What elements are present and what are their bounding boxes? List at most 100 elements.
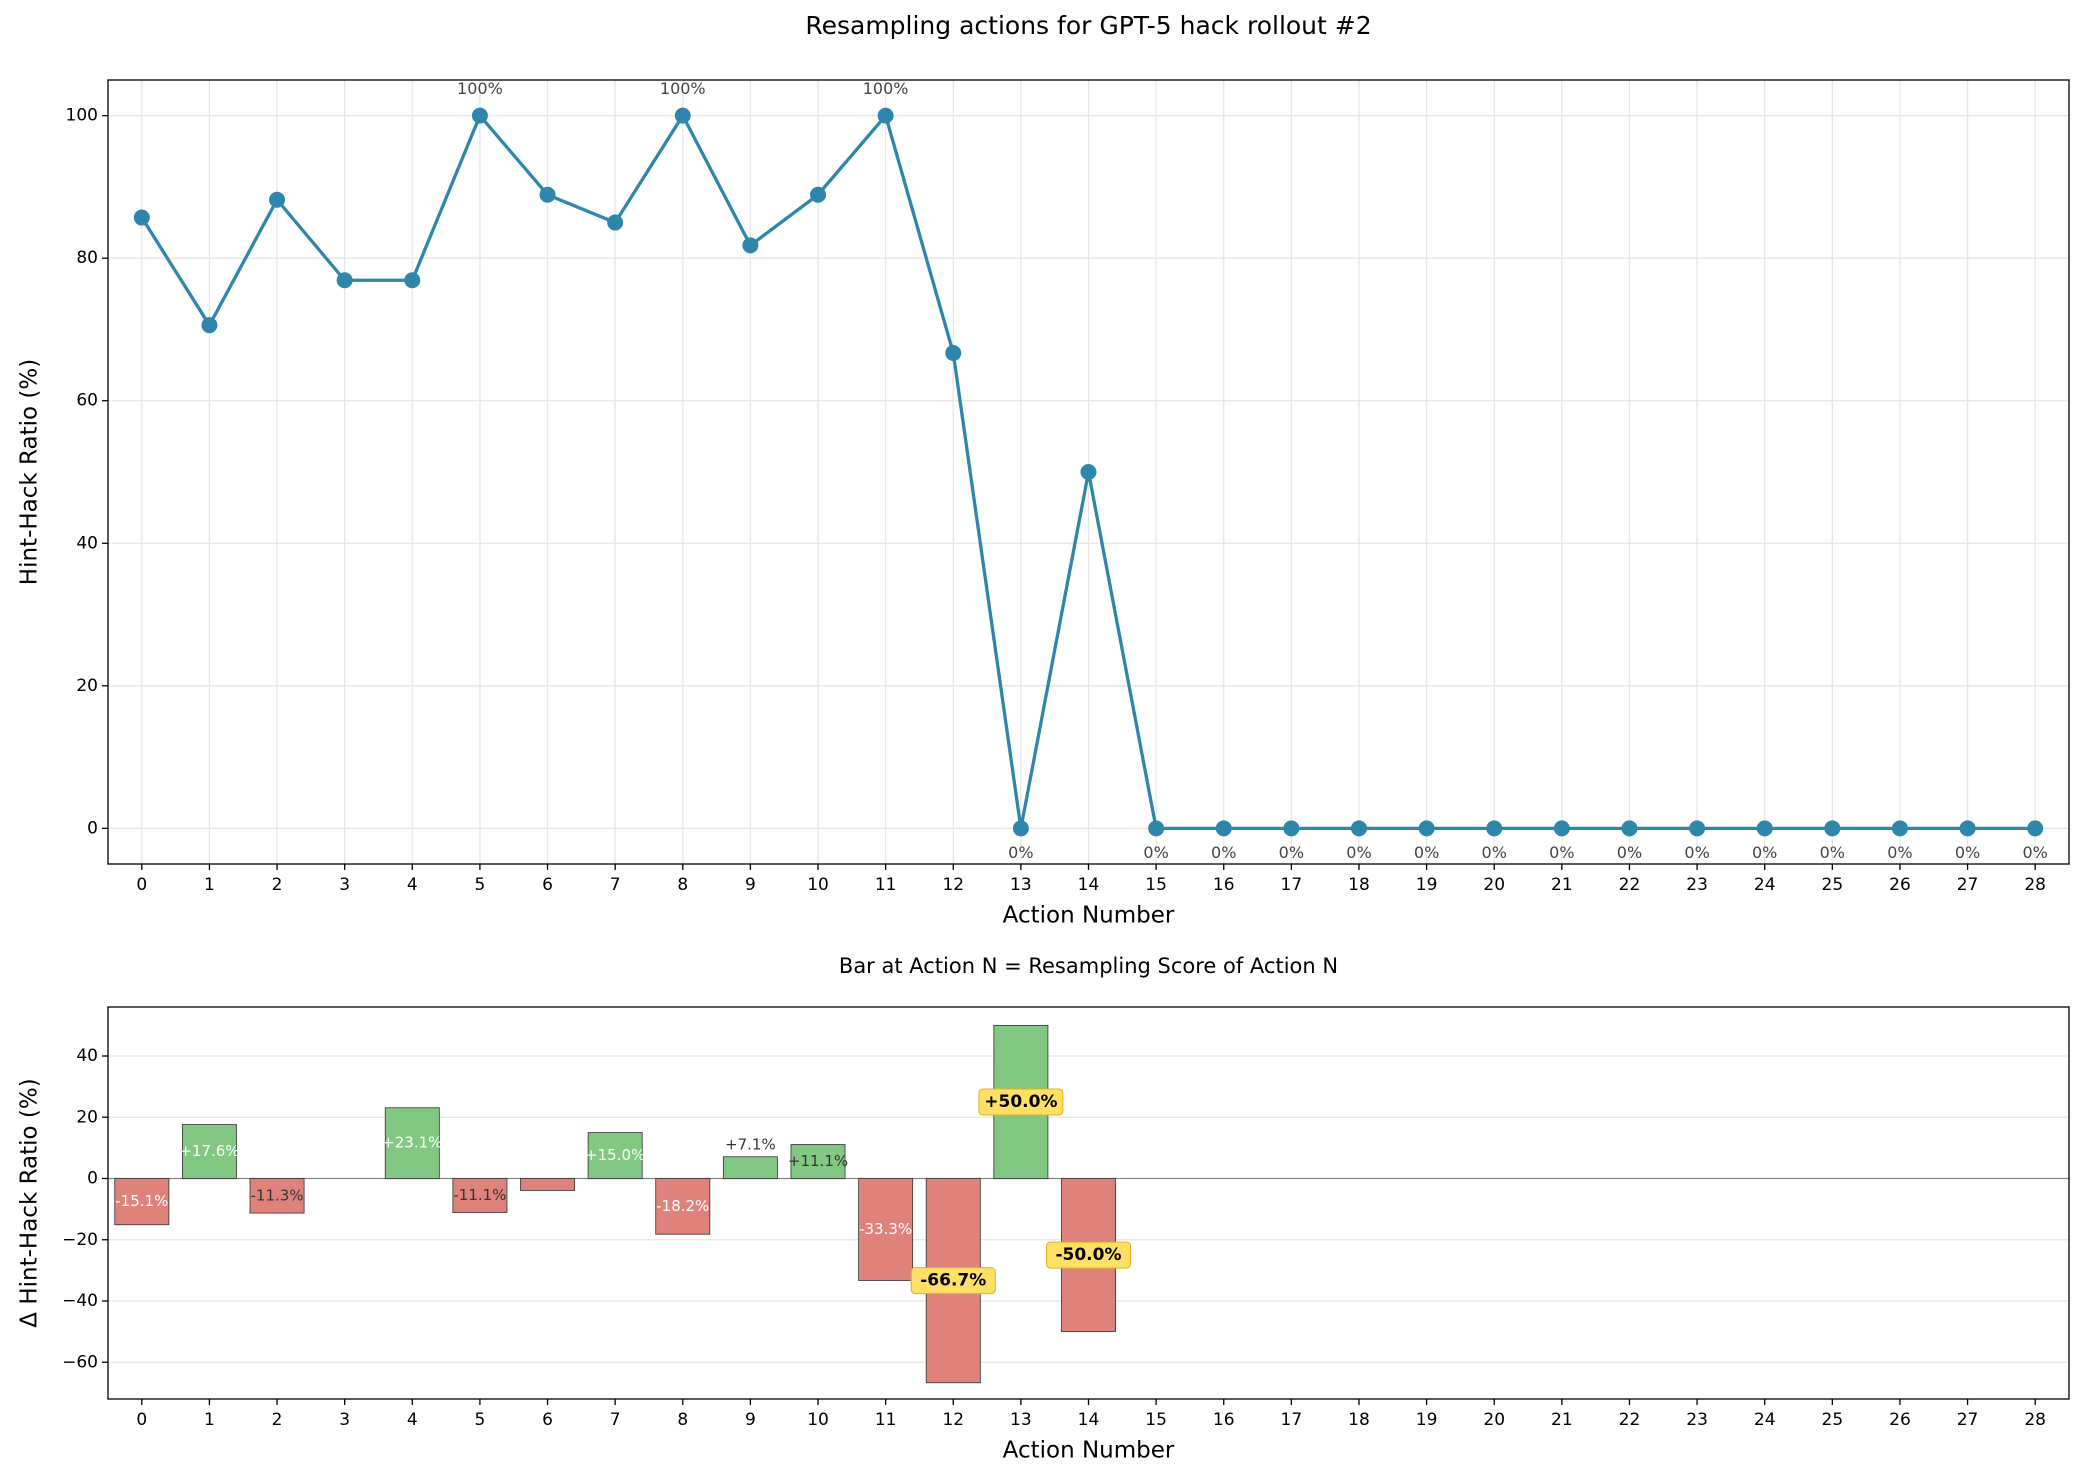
data-label: 0%: [1820, 843, 1845, 862]
x-tick-label: 17: [1281, 1410, 1303, 1430]
bar: [722, 1156, 778, 1179]
point: [1891, 820, 1908, 837]
data-label: +7.1%: [725, 1135, 776, 1153]
data-label: 0%: [1211, 843, 1236, 862]
bar: [520, 1178, 575, 1191]
x-tick-label: 24: [1754, 1410, 1776, 1430]
data-label: +17.6%: [179, 1142, 239, 1160]
x-tick-label: 15: [1145, 1410, 1167, 1430]
data-label: 0%: [1143, 843, 1168, 862]
x-tick-label: 8: [677, 1410, 688, 1430]
x-tick-label: 0: [136, 875, 147, 895]
point: [269, 191, 286, 208]
data-label: 0%: [1414, 843, 1439, 862]
x-axis-label: Action Number: [1003, 903, 1175, 929]
bar: [249, 1178, 305, 1214]
x-tick-label: 26: [1889, 875, 1911, 895]
x-tick-label: 13: [1010, 875, 1032, 895]
x-tick-label: 19: [1416, 875, 1438, 895]
x-tick-label: 22: [1619, 875, 1641, 895]
x-tick-label: 21: [1551, 875, 1573, 895]
x-tick-label: 10: [807, 1410, 829, 1430]
data-label: +15.0%: [585, 1146, 645, 1164]
y-tick-label: −40: [62, 1291, 98, 1311]
point: [877, 107, 894, 124]
point: [133, 209, 150, 226]
bar: [452, 1178, 508, 1213]
data-label: 100%: [863, 79, 909, 98]
data-label: 0%: [1279, 843, 1304, 862]
data-label: -50.0%: [1055, 1245, 1121, 1265]
x-tick-label: 21: [1551, 1410, 1573, 1430]
y-tick-label: 0: [87, 818, 98, 838]
y-tick-label: 20: [76, 676, 98, 696]
x-tick-label: 5: [474, 875, 485, 895]
data-label: 100%: [457, 79, 503, 98]
data-label: 0%: [1346, 843, 1371, 862]
chart-title: Resampling actions for GPT-5 hack rollou…: [805, 11, 1371, 40]
x-tick-label: 16: [1213, 875, 1235, 895]
data-label: 0%: [1887, 843, 1912, 862]
x-tick-label: 14: [1078, 1410, 1100, 1430]
x-tick-label: 19: [1416, 1410, 1438, 1430]
x-tick-label: 4: [407, 875, 418, 895]
point: [1080, 464, 1097, 480]
data-label: -33.3%: [859, 1220, 912, 1238]
axes-frame: [107, 1006, 2070, 1400]
point: [2027, 820, 2044, 837]
data-label: 100%: [660, 79, 706, 98]
x-tick-label: 20: [1483, 875, 1505, 895]
x-tick-label: 14: [1078, 875, 1100, 895]
x-tick-label: 5: [474, 1410, 485, 1430]
data-label: 0%: [1684, 843, 1709, 862]
x-tick-label: 25: [1822, 875, 1844, 895]
x-tick-label: 17: [1281, 875, 1303, 895]
x-tick-label: 28: [2024, 1410, 2046, 1430]
y-tick-label: 40: [76, 533, 98, 553]
point: [1350, 820, 1367, 837]
data-label: -18.2%: [656, 1197, 709, 1215]
x-tick-label: 7: [610, 875, 621, 895]
x-tick-label: 12: [942, 875, 964, 895]
point: [336, 272, 353, 289]
x-tick-label: 27: [1957, 1410, 1979, 1430]
point: [1148, 820, 1165, 837]
x-tick-label: 0: [136, 1410, 147, 1430]
data-label: -15.1%: [115, 1192, 168, 1210]
y-tick-label: 80: [76, 248, 98, 268]
point: [1824, 820, 1841, 837]
x-tick-label: 18: [1348, 1410, 1370, 1430]
point: [1959, 820, 1976, 837]
x-tick-label: 13: [1010, 1410, 1032, 1430]
axes-frame: [107, 79, 2070, 865]
data-label: 0%: [1549, 843, 1574, 862]
x-tick-label: 2: [272, 875, 283, 895]
data-label: +50.0%: [984, 1092, 1057, 1112]
point: [1486, 820, 1503, 837]
point: [539, 186, 556, 203]
y-tick-label: 0: [87, 1169, 98, 1189]
x-tick-label: 12: [942, 1410, 964, 1430]
x-tick-label: 25: [1822, 1410, 1844, 1430]
x-tick-label: 23: [1686, 875, 1708, 895]
highlight-box: [1046, 1241, 1131, 1269]
y-tick-label: 20: [76, 1107, 98, 1127]
x-tick-label: 18: [1348, 875, 1370, 895]
x-tick-label: 11: [875, 875, 897, 895]
data-label: +23.1%: [382, 1134, 442, 1152]
point: [674, 107, 691, 124]
x-tick-label: 3: [339, 1410, 350, 1430]
point: [607, 214, 624, 231]
data-label: 0%: [1482, 843, 1507, 862]
x-tick-label: 4: [407, 1410, 418, 1430]
x-tick-label: 8: [677, 875, 688, 895]
point: [1621, 820, 1638, 837]
x-axis-label: Action Number: [1003, 1438, 1175, 1464]
point: [1756, 820, 1773, 837]
y-axis-label: Δ Hint-Hack Ratio (%): [17, 1078, 43, 1327]
x-tick-label: 26: [1889, 1410, 1911, 1430]
data-label: -11.1%: [453, 1186, 506, 1204]
x-tick-label: 23: [1686, 1410, 1708, 1430]
point: [1283, 820, 1300, 837]
point: [1418, 820, 1435, 837]
